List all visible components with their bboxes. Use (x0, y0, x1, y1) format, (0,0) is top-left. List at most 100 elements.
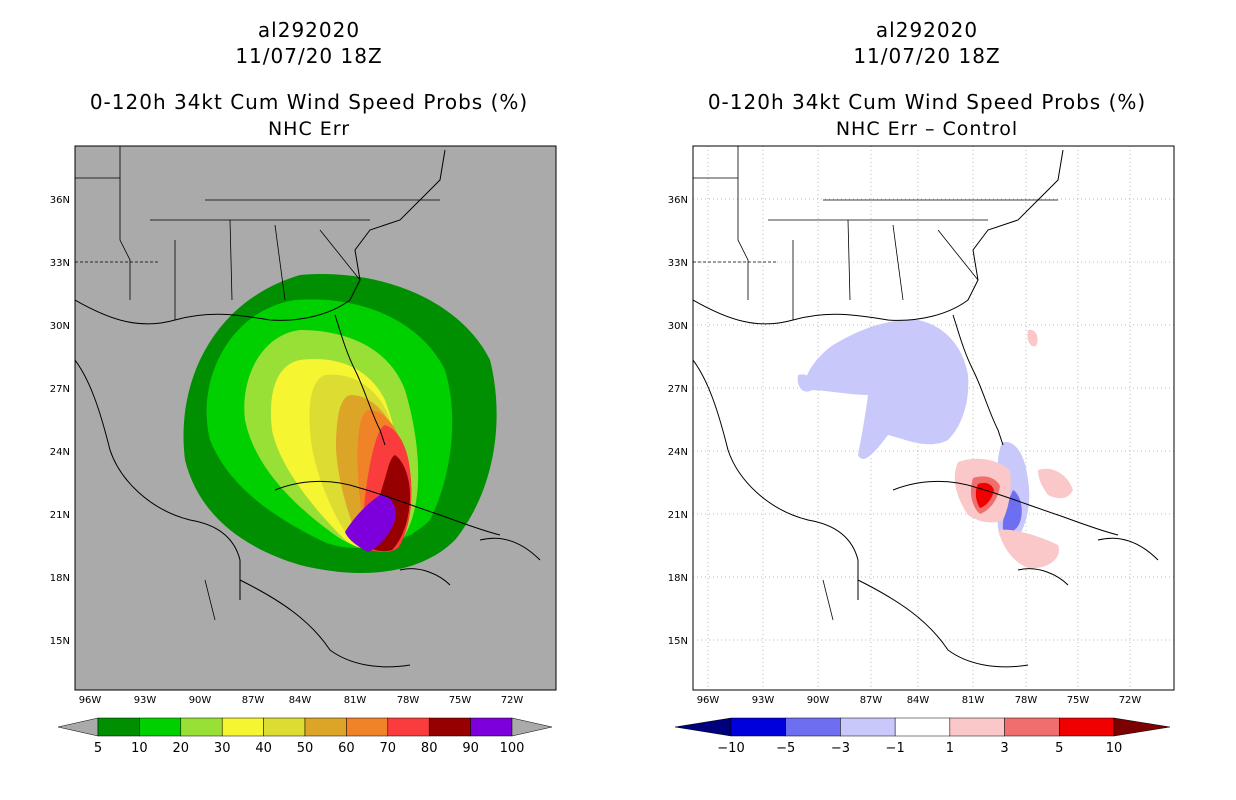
lon-tick-label: 78W (1015, 695, 1038, 706)
lon-axis-ticks: 96W 93W 90W 87W 84W 81W 78W 75W 72W (697, 695, 1142, 706)
lat-tick-label: 21N (668, 510, 688, 521)
colorbar-swatch (470, 717, 513, 737)
datetime: 11/07/20 18Z (235, 44, 383, 68)
colorbar-label: 10 (1106, 741, 1123, 756)
colorbar-label: 90 (462, 741, 479, 756)
colorbar-swatch (346, 717, 389, 737)
colorbar-left: 5 10 20 30 40 50 60 70 80 90 100 (57, 717, 553, 756)
state-borders (693, 146, 1058, 621)
lat-tick-label: 36N (668, 195, 688, 206)
lat-tick-label: 27N (50, 384, 70, 395)
colorbar-label: 10 (131, 741, 148, 756)
lat-tick-label: 18N (668, 573, 688, 584)
colorbar-over-triangle (1113, 717, 1171, 737)
lon-tick-label: 81W (962, 695, 985, 706)
colorbar-swatch (1004, 717, 1060, 737)
colorbar-swatch (97, 717, 140, 737)
lon-tick-label: 87W (860, 695, 883, 706)
colorbar-label: −1 (886, 741, 905, 756)
lon-tick-label: 78W (397, 695, 420, 706)
plot-subtitle: NHC Err (267, 118, 351, 140)
colorbar-swatch (263, 717, 306, 737)
lon-tick-label: 96W (697, 695, 720, 706)
colorbar-label: 3 (1000, 741, 1008, 756)
diff-map: 96W 93W 90W 87W 84W 81W 78W 75W 72W 36N 33N 30N 27N… (668, 145, 1175, 706)
right-panel: al292020 11/07/20 18Z 0-120h 34kt Cum Wi… (618, 0, 1236, 800)
colorbar-swatch (304, 717, 347, 737)
difference-contours (797, 319, 1073, 569)
colorbar-right: −10 −5 −3 −1 1 3 5 10 (674, 717, 1171, 756)
lat-tick-label: 30N (50, 321, 70, 332)
contour-90 (345, 495, 396, 552)
colorbar-label: 100 (500, 741, 525, 756)
lon-tick-label: 81W (344, 695, 367, 706)
lon-tick-label: 72W (501, 695, 524, 706)
colorbar-label: −10 (717, 741, 744, 756)
lon-tick-label: 84W (907, 695, 930, 706)
coastlines (75, 149, 541, 668)
lon-tick-label: 75W (1067, 695, 1090, 706)
lon-tick-label: 87W (242, 695, 265, 706)
pos-small (1027, 329, 1038, 347)
colorbar-label: −5 (776, 741, 795, 756)
lat-tick-label: 33N (668, 258, 688, 269)
colorbar-swatch (139, 717, 182, 737)
colorbar-under-triangle (674, 717, 732, 737)
lat-tick-label: 24N (668, 447, 688, 458)
neg-small (797, 374, 813, 392)
lat-tick-label: 36N (50, 195, 70, 206)
colorbar-swatch (730, 717, 786, 737)
plot-title: 0-120h 34kt Cum Wind Speed Probs (%) (89, 90, 529, 114)
coastlines (693, 149, 1159, 668)
lat-tick-label: 24N (50, 447, 70, 458)
colorbar-swatch (785, 717, 841, 737)
lat-tick-label: 21N (50, 510, 70, 521)
storm-id: al292020 (257, 18, 361, 42)
colorbar-swatch (180, 717, 223, 737)
colorbar-swatch (894, 717, 951, 737)
colorbar-under-triangle (57, 717, 99, 737)
colorbar-swatch (387, 717, 430, 737)
lon-tick-label: 93W (134, 695, 157, 706)
colorbar-label: 70 (380, 741, 397, 756)
pos-east (1038, 468, 1073, 499)
colorbar-over-triangle (511, 717, 553, 737)
lat-tick-label: 33N (50, 258, 70, 269)
map-frame (74, 145, 557, 691)
colorbar-label: −3 (831, 741, 850, 756)
colorbar-swatch (840, 717, 896, 737)
left-panel: al292020 11/07/20 18Z 0-120h 34kt Cum Wi… (50, 18, 557, 756)
probability-contours (75, 146, 541, 668)
storm-id: al292020 (875, 18, 979, 42)
colorbar-label: 30 (214, 741, 231, 756)
colorbar-label: 40 (255, 741, 272, 756)
colorbar-label: 5 (94, 741, 102, 756)
prob-map: 96W 93W 90W 87W 84W 81W 78W 75W 72W 36N 33N 30N 27N… (50, 145, 557, 706)
lon-tick-label: 84W (289, 695, 312, 706)
state-borders (75, 146, 440, 621)
colorbar-swatch (221, 717, 264, 737)
lat-axis-ticks: 36N 33N 30N 27N 24N 21N 18N 15N (50, 195, 70, 647)
lon-tick-label: 90W (807, 695, 830, 706)
lat-axis-ticks: 36N 33N 30N 27N 24N 21N 18N 15N (668, 195, 688, 647)
colorbar-swatch (1059, 717, 1115, 737)
colorbar-swatch (428, 717, 471, 737)
lon-tick-label: 93W (752, 695, 775, 706)
lon-tick-label: 96W (79, 695, 102, 706)
lon-tick-label: 75W (449, 695, 472, 706)
lon-axis-ticks: 96W 93W 90W 87W 84W 81W 78W 75W 72W (79, 695, 524, 706)
neg-florida (805, 319, 969, 459)
colorbar-label: 5 (1055, 741, 1063, 756)
colorbar-label: 80 (421, 741, 438, 756)
colorbar-label: 50 (297, 741, 314, 756)
lat-tick-label: 30N (668, 321, 688, 332)
plot-subtitle: NHC Err – Control (835, 118, 1019, 140)
lat-tick-label: 15N (50, 636, 70, 647)
lon-tick-label: 72W (1119, 695, 1142, 706)
colorbar-label: 20 (173, 741, 190, 756)
lat-tick-label: 27N (668, 384, 688, 395)
lat-tick-label: 15N (668, 636, 688, 647)
colorbar-swatch (949, 717, 1005, 737)
map-frame (692, 145, 1175, 691)
datetime: 11/07/20 18Z (853, 44, 1001, 68)
